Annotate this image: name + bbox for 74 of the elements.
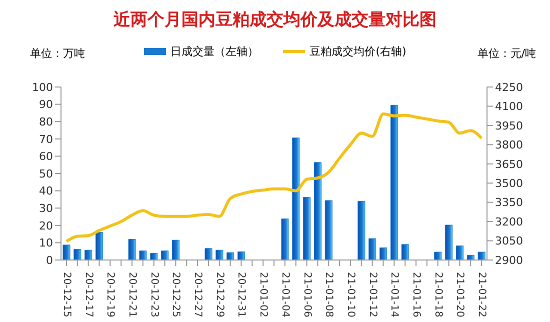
bar <box>314 162 322 260</box>
y-tick-label: 100 <box>32 80 53 94</box>
x-tick-label: 21-01-22 <box>476 272 488 318</box>
y2-tick-label: 3350 <box>495 196 523 210</box>
y-tick-label: 50 <box>39 167 53 180</box>
y2-tick-label: 3950 <box>495 119 523 132</box>
x-tick-label: 20-12-15 <box>60 272 72 318</box>
x-tick-label: 21-01-06 <box>301 272 312 318</box>
x-tick-label: 20-12-19 <box>104 272 116 318</box>
bar <box>96 232 104 260</box>
y-tick-label: 30 <box>39 202 53 216</box>
y-tick-label: 70 <box>39 132 53 146</box>
y2-tick-label: 3650 <box>495 158 523 171</box>
y2-tick-label: 3200 <box>495 215 523 228</box>
bar <box>226 252 234 260</box>
y-tick-label: 90 <box>39 98 53 112</box>
x-tick-label: 20-12-23 <box>148 272 160 318</box>
x-tick-label: 21-01-02 <box>258 272 269 318</box>
bar <box>204 248 212 260</box>
bar <box>445 224 453 260</box>
bar <box>380 247 388 260</box>
bar <box>368 238 376 260</box>
bar <box>358 200 366 260</box>
y2-tick-label: 3800 <box>495 138 523 152</box>
y-axis-title: 单位：万吨 <box>30 46 85 61</box>
bar <box>303 196 311 260</box>
x-tick-label: 20-12-29 <box>214 272 225 318</box>
bar <box>434 252 442 260</box>
x-tick-label: 21-01-14 <box>388 272 400 318</box>
bar <box>216 250 224 260</box>
y2-tick-label: 4100 <box>495 100 523 114</box>
bar <box>84 250 92 260</box>
bar <box>139 250 147 260</box>
y2-tick-label: 2900 <box>495 254 523 267</box>
legend-label: 日成交量（左轴） <box>170 44 259 59</box>
bar <box>62 244 70 260</box>
legend-label: 豆粕成交均价(右轴) <box>310 44 406 59</box>
y2-tick-label: 3500 <box>495 177 523 190</box>
y2-tick-label: 3050 <box>495 234 523 248</box>
bar <box>172 240 180 260</box>
y-tick-label: 10 <box>39 236 53 250</box>
y2-axis-title: 单位：元/吨 <box>477 46 536 61</box>
bar <box>401 244 409 260</box>
x-tick-label: 20-12-21 <box>126 272 138 318</box>
bar <box>390 104 398 260</box>
x-tick-label: 21-01-10 <box>344 272 356 318</box>
y2-tick-label: 4250 <box>495 80 523 94</box>
bar <box>161 250 169 260</box>
y-tick-label: 60 <box>39 150 53 164</box>
x-tick-label: 21-01-08 <box>323 272 334 318</box>
bar <box>478 252 486 260</box>
x-tick-label: 20-12-27 <box>192 272 204 318</box>
x-tick-label: 21-01-18 <box>432 272 444 318</box>
x-tick-label: 20-12-31 <box>236 272 247 318</box>
x-tick-label: 20-12-17 <box>82 272 94 318</box>
bar <box>238 251 246 260</box>
y-tick-label: 20 <box>39 219 53 232</box>
bar <box>128 238 136 260</box>
bar <box>74 249 82 260</box>
x-tick-label: 21-01-16 <box>410 272 422 318</box>
bar <box>281 218 289 260</box>
line-series <box>64 112 484 243</box>
y-tick-label: 80 <box>39 116 53 129</box>
chart-title: 近两个月国内豆粕成交均价及成交量对比图 <box>112 9 438 31</box>
x-tick-label: 21-01-12 <box>366 272 378 318</box>
bar <box>456 246 464 260</box>
bar <box>324 200 332 260</box>
bar <box>292 138 300 260</box>
x-tick-label: 21-01-04 <box>279 272 290 318</box>
x-tick-label: 20-12-25 <box>170 272 182 318</box>
y-tick-label: 40 <box>39 184 53 198</box>
bar <box>150 253 158 260</box>
y-tick-label: 0 <box>46 254 53 267</box>
x-tick-label: 21-01-20 <box>454 272 466 318</box>
